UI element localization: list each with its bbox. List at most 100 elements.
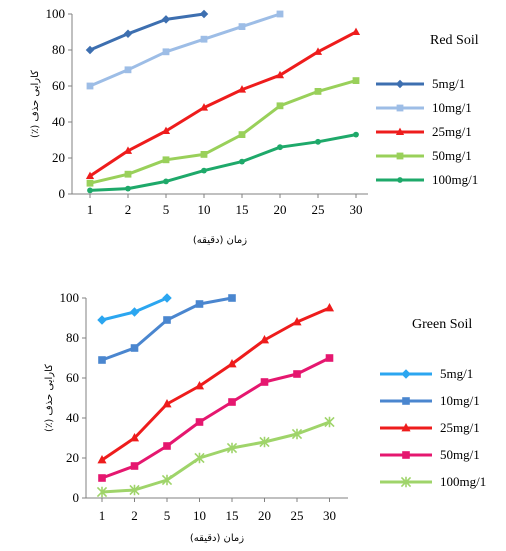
legend-marker xyxy=(397,177,403,183)
series-100mg1 xyxy=(87,131,359,194)
x-tick-label: 20 xyxy=(258,508,271,523)
legend-marker xyxy=(402,397,410,405)
x-tick-label: 10 xyxy=(198,202,211,217)
y-axis-label: کارایی حذف (٪) xyxy=(30,70,41,138)
series-50mg1 xyxy=(86,77,360,187)
y-tick-label: 40 xyxy=(52,114,65,129)
series-10mg1 xyxy=(98,294,236,364)
data-point xyxy=(275,70,285,79)
y-tick-label: 0 xyxy=(59,186,66,201)
x-tick-label: 15 xyxy=(226,508,239,523)
data-point xyxy=(238,131,246,138)
data-point xyxy=(313,47,323,55)
data-point xyxy=(194,381,205,390)
data-point xyxy=(292,317,302,326)
data-point xyxy=(238,23,246,30)
data-point xyxy=(98,356,106,364)
data-point xyxy=(293,370,301,378)
data-point xyxy=(162,156,170,164)
data-point xyxy=(195,300,204,308)
legend-marker xyxy=(401,423,411,432)
legend-label: 5mg/1 xyxy=(432,76,465,91)
y-tick-label: 100 xyxy=(60,290,80,305)
data-point xyxy=(163,316,171,324)
data-point xyxy=(162,399,172,408)
data-point xyxy=(130,462,139,470)
series-line xyxy=(89,79,357,185)
legend-marker xyxy=(396,104,404,112)
data-point xyxy=(124,170,132,178)
data-point xyxy=(226,442,238,454)
x-axis-label: زمان (دقیقه) xyxy=(193,235,247,246)
data-point xyxy=(123,29,133,39)
data-point xyxy=(162,293,172,303)
series-line xyxy=(101,306,331,462)
y-tick-label: 60 xyxy=(52,78,65,93)
series-100mg1 xyxy=(96,416,335,498)
data-point xyxy=(194,452,205,464)
legend-label: 25mg/1 xyxy=(432,124,472,139)
legend-marker xyxy=(401,369,411,379)
data-point xyxy=(200,35,208,43)
x-tick-label: 30 xyxy=(350,202,363,217)
x-tick-label: 20 xyxy=(274,202,287,217)
data-point xyxy=(163,442,171,450)
series-line xyxy=(101,420,331,494)
x-tick-label: 30 xyxy=(323,508,336,523)
data-point xyxy=(315,138,321,145)
data-point xyxy=(228,398,236,406)
legend-title: Green Soil xyxy=(412,317,472,332)
x-axis-label: زمان (دقیقه) xyxy=(190,533,244,544)
data-point xyxy=(228,294,236,302)
data-point xyxy=(161,15,171,24)
data-point xyxy=(276,102,284,110)
legend-marker xyxy=(395,127,405,136)
data-point xyxy=(124,66,132,74)
legend: Green Soil 5mg/1 10mg/1 25mg/1 50mg/1 100mg/1 xyxy=(380,317,486,489)
data-point xyxy=(86,179,94,187)
data-point xyxy=(259,335,270,344)
data-point xyxy=(239,158,245,165)
series-50mg1 xyxy=(98,354,334,482)
data-point xyxy=(97,315,107,325)
series-25mg1 xyxy=(97,303,335,464)
data-point xyxy=(129,307,140,317)
series-line xyxy=(101,296,233,362)
data-point xyxy=(161,126,171,135)
series-line xyxy=(89,12,205,52)
data-point xyxy=(324,416,335,428)
y-tick-label: 20 xyxy=(66,450,79,465)
data-point xyxy=(260,378,269,386)
data-point xyxy=(162,48,170,56)
data-point xyxy=(87,187,93,194)
data-point xyxy=(276,10,284,18)
legend: Red Soil 5mg/1 10mg/1 25mg/1 50mg/1 100mg/1 xyxy=(376,33,479,187)
data-point xyxy=(85,171,95,180)
x-tick-label: 1 xyxy=(87,202,94,217)
x-tick-label: 25 xyxy=(312,202,325,217)
data-point xyxy=(353,131,359,138)
legend-marker xyxy=(402,451,410,459)
y-tick-label: 20 xyxy=(52,150,65,165)
x-tick-label: 10 xyxy=(193,508,206,523)
legend-marker xyxy=(400,476,412,488)
legend-label: 100mg/1 xyxy=(440,474,486,489)
data-point xyxy=(314,88,322,95)
legend-label: 25mg/1 xyxy=(440,420,480,435)
data-point xyxy=(163,178,169,185)
legend-marker xyxy=(395,79,405,89)
data-point xyxy=(324,303,335,312)
data-point xyxy=(291,428,303,440)
y-tick-label: 80 xyxy=(66,330,79,345)
data-point xyxy=(130,344,139,352)
data-point xyxy=(123,146,133,154)
legend-label: 10mg/1 xyxy=(432,100,472,115)
legend-title: Red Soil xyxy=(430,33,479,48)
data-point xyxy=(129,484,140,496)
y-tick-label: 80 xyxy=(52,42,65,57)
series-line xyxy=(89,133,357,192)
data-point xyxy=(85,45,95,55)
